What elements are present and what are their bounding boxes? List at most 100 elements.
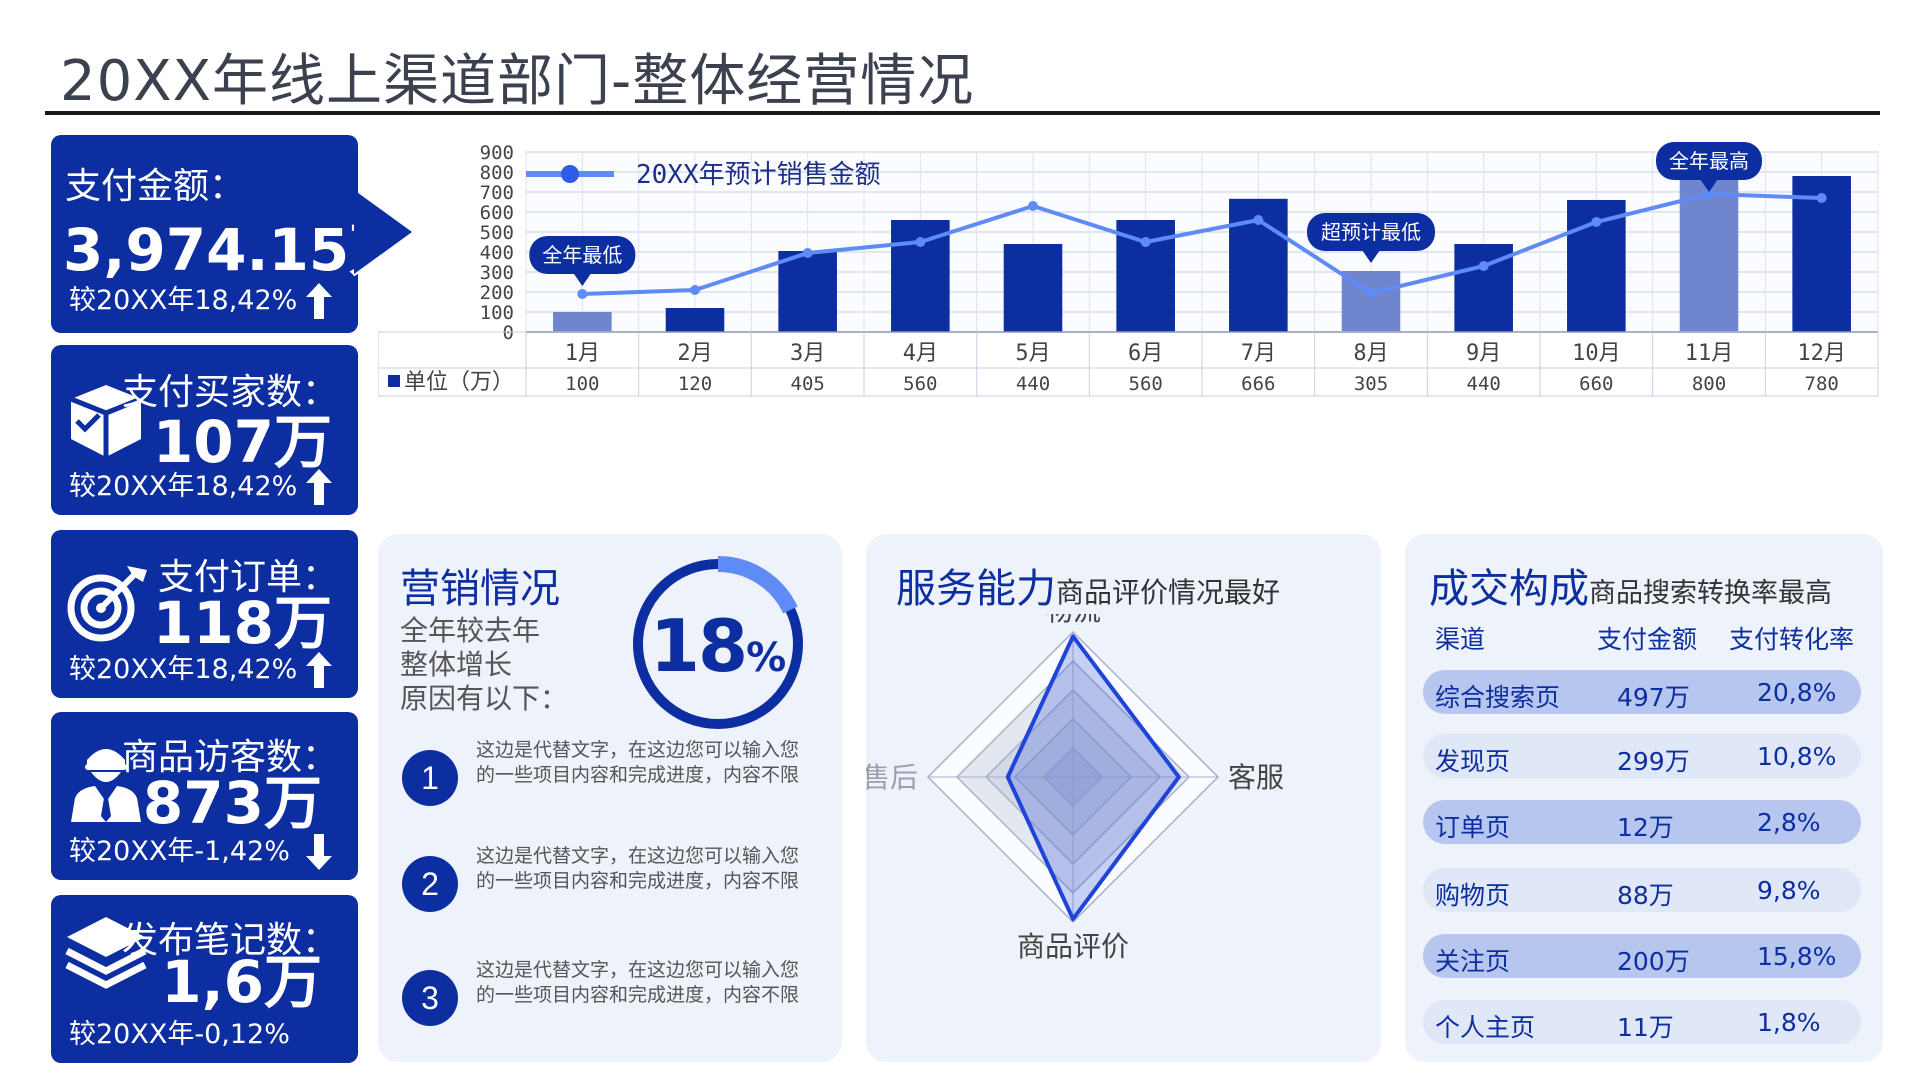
kpi-value: 118万 [152,589,332,657]
series-name-bar: 单位（万） [404,370,514,395]
y-tick-label: 200 [480,282,514,304]
y-tick-label: 900 [480,142,514,164]
line-point [1253,215,1264,225]
reason-text: 这边是代替文字，在这边您可以输入您的一些项目内容和完成进度，内容不限 [476,739,800,786]
marketing-title: 营销情况 [400,566,560,612]
radar-axis-label: 商品评价 [1017,930,1129,963]
transactions-title: 成交构成商品搜索转换率最高 [1429,556,1832,614]
bar [778,251,837,332]
ring-progress [717,556,798,614]
callout-text: 全年最高 [1669,149,1749,173]
callout-pointer [1362,250,1380,263]
table-row: 发现页 299万 10,8% [1423,734,1861,778]
kpi-compare: 较20XX年-1,42% [69,836,290,867]
callout-bubble [529,236,636,274]
person-icon [71,749,141,822]
bar [1003,244,1063,332]
line-point [802,248,813,258]
callout-pointer [1700,179,1718,192]
kpi-compare: 较20XX年18,42% [69,654,298,685]
x-tick-label: 10月 [1572,341,1621,366]
legend-swatch-bar [388,375,400,387]
data-label: 120 [678,373,712,395]
table-row: 购物页 88万 9,8% [1423,868,1861,912]
sales-chart: 0 100 200 300 400 500 600 700 800 900 1月 100 2月 120 3月… [377,140,1888,490]
x-tick-label: 5月 [1015,341,1050,366]
line-point [1591,217,1602,227]
kpi-compare: 较20XX年18,42% [69,471,298,502]
data-label: 800 [1692,373,1726,395]
kpi-label: 商品访客数： [121,737,338,778]
kpi-value: 3,974.15万 [63,216,408,284]
arrow-down-icon [306,834,332,870]
reason-text: 这边是代替文字，在这边您可以输入您的一些项目内容和完成进度，内容不限 [476,845,800,892]
forecast-line [582,192,1822,296]
callout-pointer [573,273,592,286]
line-point [915,237,926,247]
growth-percent-number: 18 [649,604,748,688]
marketing-desc-line: 全年较去年 [400,614,541,647]
marketing-description: 全年较去年 整体增长 原因有以下： [400,614,568,716]
data-label: 440 [1467,373,1501,395]
line-point [1140,237,1151,247]
kpi-card-payment-amount: 支付金额： 3,974.15万 较20XX年18,42% [51,135,407,333]
cell-rate: 1,8% [1757,1008,1821,1037]
radar-axis-label: 售后 [866,761,918,794]
radar-data-area [1005,634,1181,922]
arrow-up-icon [306,469,332,505]
y-tick-label: 300 [480,262,514,284]
kpi-compare: 较20XX年18,42% [69,285,298,316]
kpi-value: 1,6万 [161,948,322,1016]
line-point [1816,193,1827,203]
kpi-value: 107万 [152,408,332,476]
line-point [1366,288,1376,298]
kpi-card-orders: 支付订单： 118万 较20XX年18,42% [51,530,358,698]
data-label: 405 [791,373,825,395]
reason-number: 2 [402,856,458,912]
marketing-desc-line: 原因有以下： [400,682,569,715]
y-tick-label: 400 [480,242,514,264]
cell-channel: 关注页 [1435,947,1511,976]
cell-channel: 购物页 [1435,881,1511,910]
x-tick-label: 7月 [1241,341,1276,366]
bar [665,308,725,332]
x-tick-label: 6月 [1128,341,1163,366]
legend-line-marker [561,165,579,183]
reason-number: 3 [402,970,458,1026]
line-point [1478,261,1489,271]
marketing-desc-line: 整体增长 [400,648,513,681]
y-tick-label: 100 [480,302,514,324]
kpi-label: 支付订单： [157,557,338,598]
kpi-label: 支付买家数： [121,372,338,413]
cell-rate: 20,8% [1757,678,1837,707]
cell-rate: 15,8% [1757,942,1837,971]
service-card: 服务能力商品评价情况最好 物流客服商品评价 售后 [866,534,1381,1062]
cell-rate: 9,8% [1757,876,1821,905]
data-label: 305 [1354,373,1388,395]
cell-amount: 88万 [1617,881,1674,910]
x-tick-label: 11月 [1685,341,1734,366]
x-tick-label: 8月 [1353,341,1388,366]
growth-percent-unit: % [746,635,787,681]
service-title: 服务能力商品评价情况最好 [896,556,1280,614]
target-icon [67,566,147,642]
callout-bubble [1656,142,1762,180]
cell-channel: 个人主页 [1435,1013,1536,1042]
x-tick-label: 4月 [903,341,938,366]
cell-channel: 综合搜索页 [1435,683,1561,712]
marketing-card: 营销情况 全年较去年 整体增长 原因有以下： 18% 1 这边是代替文字，在这边… [378,534,842,1062]
transactions-title-main: 成交构成 [1429,566,1589,612]
radar-axis-label: 客服 [1228,761,1284,794]
bar [553,312,612,332]
x-tick-label: 3月 [790,341,825,366]
y-tick-label: 0 [503,322,514,344]
service-title-main: 服务能力 [896,566,1056,612]
table-row: 关注页 200万 15,8% [1423,934,1861,978]
table-row: 个人主页 11万 1,8% [1423,1000,1861,1044]
kpi-card-visitors: 商品访客数： 873万 较20XX年-1,42% [51,712,358,880]
cell-amount: 200万 [1617,947,1690,976]
data-label: 660 [1579,373,1613,395]
y-tick-label: 500 [480,222,514,244]
growth-percent: 18% [628,604,808,688]
line-point [1704,189,1714,199]
